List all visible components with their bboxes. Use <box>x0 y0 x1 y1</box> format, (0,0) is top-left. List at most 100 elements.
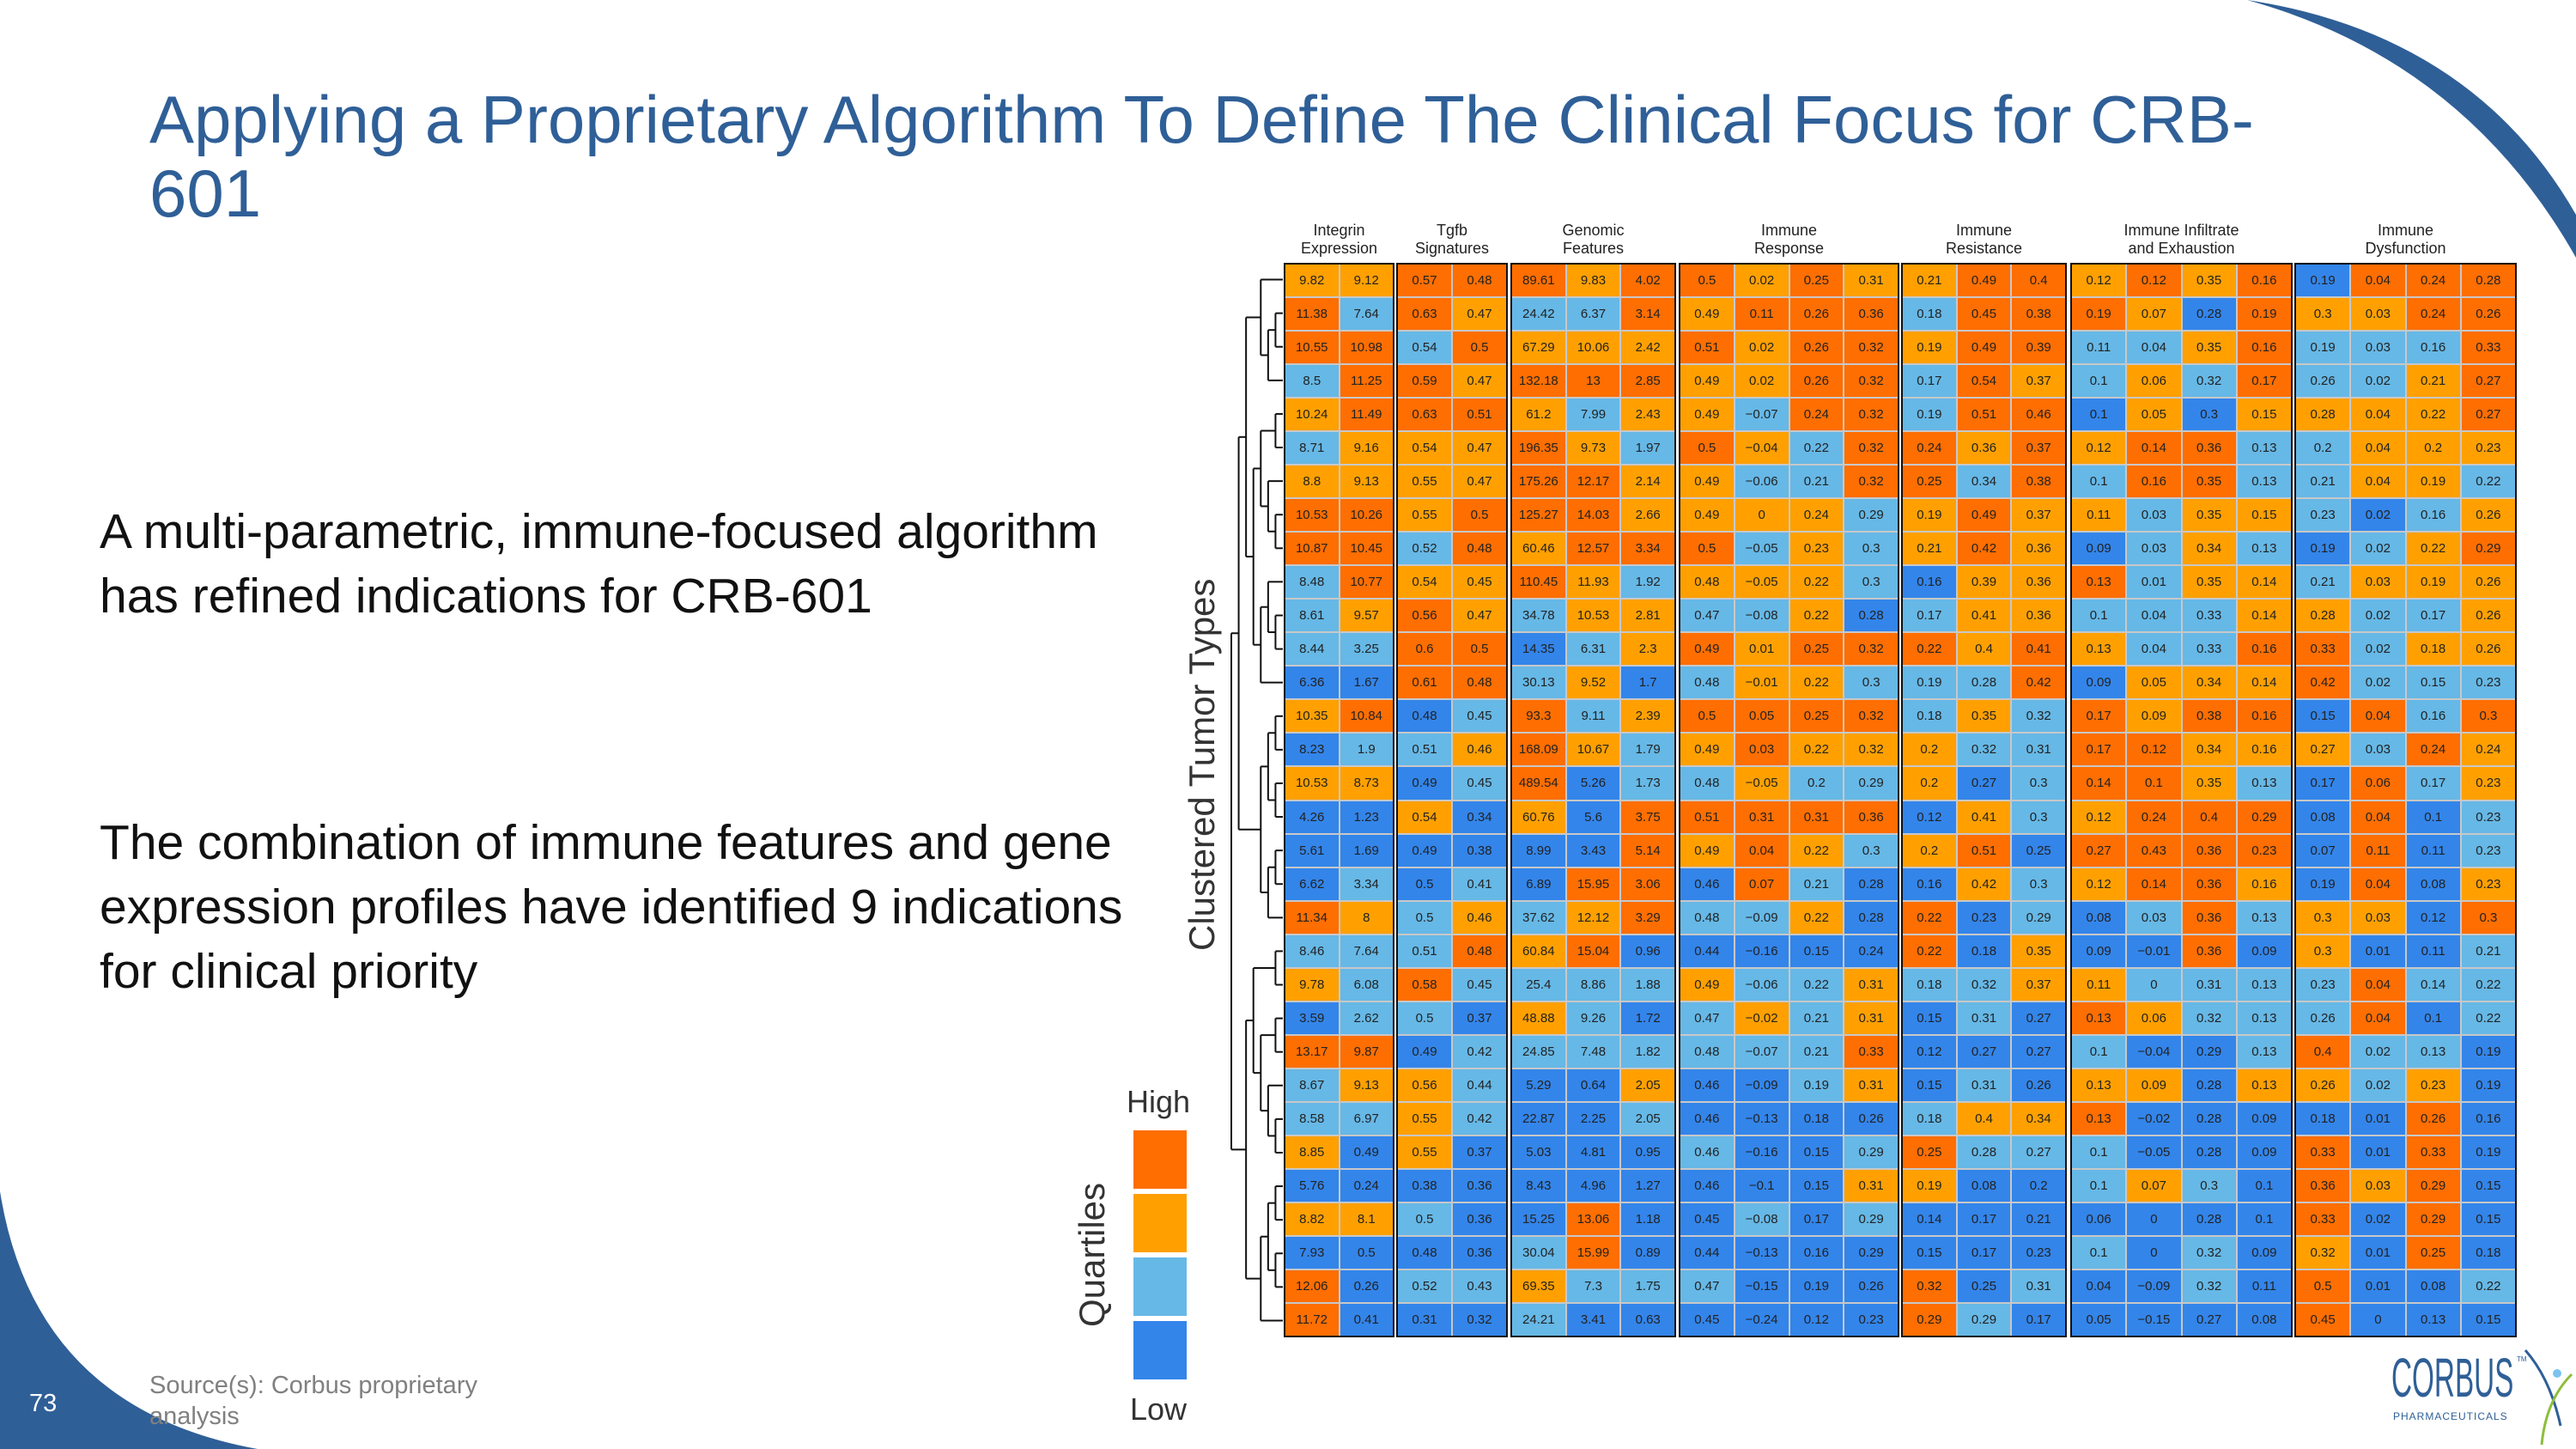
heatmap-cell: 0.46 <box>1680 1102 1734 1135</box>
heatmap-cell: 0.13 <box>2237 1002 2291 1034</box>
heatmap-cell: 0.36 <box>2012 566 2065 599</box>
heatmap-cell: 3.34 <box>1340 868 1393 900</box>
heatmap-cell: 9.73 <box>1566 432 1620 465</box>
heatmap-cell: 0.15 <box>2237 399 2291 431</box>
heatmap-cell: 0.11 <box>2406 834 2460 867</box>
heatmap-cell: 6.37 <box>1566 298 1620 331</box>
heatmap-cell: 0.41 <box>1340 1303 1393 1336</box>
heatmap-cell: 0.31 <box>1844 968 1898 1001</box>
heatmap-cell: 0.28 <box>2461 265 2515 297</box>
heatmap-cell: 0.05 <box>1735 700 1789 733</box>
heatmap-cell: 0.03 <box>2351 734 2405 766</box>
heatmap-cell: 0.5 <box>1398 1202 1451 1235</box>
heatmap-cell: 3.14 <box>1621 298 1674 331</box>
heatmap-cell: 11.25 <box>1340 365 1393 398</box>
heatmap-cell: 168.09 <box>1512 734 1565 766</box>
heatmap-cell: 0.39 <box>2012 332 2065 364</box>
heatmap-cell: 0.19 <box>2296 265 2350 297</box>
heatmap-cell: 0.17 <box>1789 1202 1844 1235</box>
heatmap-cell: 0.28 <box>1957 667 2011 699</box>
heatmap-cell: 0.16 <box>2406 499 2460 532</box>
heatmap-cell: 0.42 <box>2012 667 2065 699</box>
heatmap-cell: 10.45 <box>1340 533 1393 565</box>
heatmap-cell: 9.87 <box>1340 1035 1393 1068</box>
heatmap-cell: 8.71 <box>1285 432 1339 465</box>
heatmap-cell: 0.32 <box>2182 1269 2236 1302</box>
heatmap-cell: 10.26 <box>1340 499 1393 532</box>
heatmap-cell: −0.01 <box>2127 935 2181 967</box>
heatmap-cell: 0.11 <box>2351 834 2405 867</box>
column-group-header: Immune Dysfunction <box>2294 222 2517 258</box>
heatmap-cell: 0.08 <box>2072 901 2126 934</box>
heatmap-cell: 9.12 <box>1340 265 1393 297</box>
heatmap-cell: 8.61 <box>1285 600 1339 632</box>
heatmap-cell: 0.28 <box>2182 1135 2236 1168</box>
heatmap-cell: 0.29 <box>1844 1202 1898 1235</box>
heatmap-cell: 0.33 <box>1844 1035 1898 1068</box>
heatmap-cell: 0.31 <box>1398 1303 1451 1336</box>
heatmap-cell: 0.27 <box>2012 1135 2065 1168</box>
heatmap-cell: 0.22 <box>2461 1002 2515 1034</box>
heatmap-cell: 0.27 <box>2012 1035 2065 1068</box>
heatmap-cell: 0.25 <box>1903 1135 1956 1168</box>
heatmap-cell: 0.29 <box>2012 901 2065 934</box>
heatmap-cell: 0.22 <box>2461 466 2515 498</box>
heatmap-cell: 8.43 <box>1512 1169 1565 1202</box>
heatmap-cell: 0.23 <box>2296 499 2350 532</box>
heatmap-cell: 0.09 <box>2072 667 2126 699</box>
heatmap-cell: 24.21 <box>1512 1303 1565 1336</box>
heatmap-cell: 0.31 <box>1735 801 1789 833</box>
heatmap-cell: 0.55 <box>1398 499 1451 532</box>
heatmap-cell: 0.45 <box>1453 767 1506 800</box>
heatmap-cell: 0.29 <box>1903 1303 1956 1336</box>
heatmap-cell: 0.38 <box>2182 700 2236 733</box>
heatmap-cell: 15.95 <box>1566 868 1620 900</box>
heatmap-cell: −0.05 <box>1735 533 1789 565</box>
heatmap-cell: 0.36 <box>2182 901 2236 934</box>
heatmap-cell: 0.3 <box>1844 667 1898 699</box>
heatmap-cell: 0.49 <box>1957 499 2011 532</box>
heatmap-cell: 0.44 <box>1680 935 1734 967</box>
heatmap-cell: 0.55 <box>1398 1135 1451 1168</box>
heatmap-cell: 0.1 <box>2072 466 2126 498</box>
heatmap-cell: 37.62 <box>1512 901 1565 934</box>
heatmap-cell: 0.16 <box>2406 332 2460 364</box>
legend-low-label: Low <box>1130 1391 1188 1427</box>
heatmap-cell: 0.49 <box>1680 633 1734 666</box>
heatmap-cell: 0.01 <box>2351 1269 2405 1302</box>
heatmap-cell: 0.23 <box>2461 767 2515 800</box>
heatmap-cell: 0.42 <box>1453 1035 1506 1068</box>
heatmap-cell: −0.16 <box>1735 935 1789 967</box>
heatmap-cell: 0.32 <box>1903 1269 1956 1302</box>
heatmap-cell: 0.04 <box>2351 1002 2405 1034</box>
heatmap-cell: 5.03 <box>1512 1135 1565 1168</box>
heatmap-cell: 0.2 <box>1789 767 1844 800</box>
heatmap-cell: 0.4 <box>1957 633 2011 666</box>
heatmap-cell: 0.17 <box>2406 767 2460 800</box>
heatmap-cell: 0.19 <box>1903 667 1956 699</box>
heatmap-cell: 0.48 <box>1398 1236 1451 1269</box>
heatmap-cell: 0.23 <box>2296 968 2350 1001</box>
heatmap-cell: 0.32 <box>2182 1236 2236 1269</box>
heatmap-cell: 0.18 <box>1903 298 1956 331</box>
heatmap-cell: 0.14 <box>2406 968 2460 1001</box>
heatmap-cell: 0.23 <box>1789 533 1844 565</box>
heatmap-cell: 9.11 <box>1566 700 1620 733</box>
heatmap-cell: 0.13 <box>2237 1035 2291 1068</box>
heatmap-cell: 0.12 <box>2072 801 2126 833</box>
heatmap-cell: 0.23 <box>2461 868 2515 900</box>
heatmap-cell: 0.34 <box>2182 533 2236 565</box>
heatmap-cell: 0.28 <box>2296 600 2350 632</box>
heatmap-cell: 2.85 <box>1621 365 1674 398</box>
column-group-header: Immune Infiltrate and Exhaustion <box>2070 222 2293 258</box>
heatmap-cell: 8.44 <box>1285 633 1339 666</box>
heatmap-cell: 0.3 <box>2182 1169 2236 1202</box>
heatmap-cell: 0.29 <box>1844 1236 1898 1269</box>
heatmap-cell: 0.04 <box>2351 265 2405 297</box>
heatmap-cell: 0.28 <box>2182 298 2236 331</box>
heatmap-cell: 15.04 <box>1566 935 1620 967</box>
heatmap-cell: 9.13 <box>1340 466 1393 498</box>
heatmap-cell: 0.09 <box>2237 1102 2291 1135</box>
heatmap-cell: 0.29 <box>1957 1303 2011 1336</box>
heatmap-cell: 0.54 <box>1398 566 1451 599</box>
